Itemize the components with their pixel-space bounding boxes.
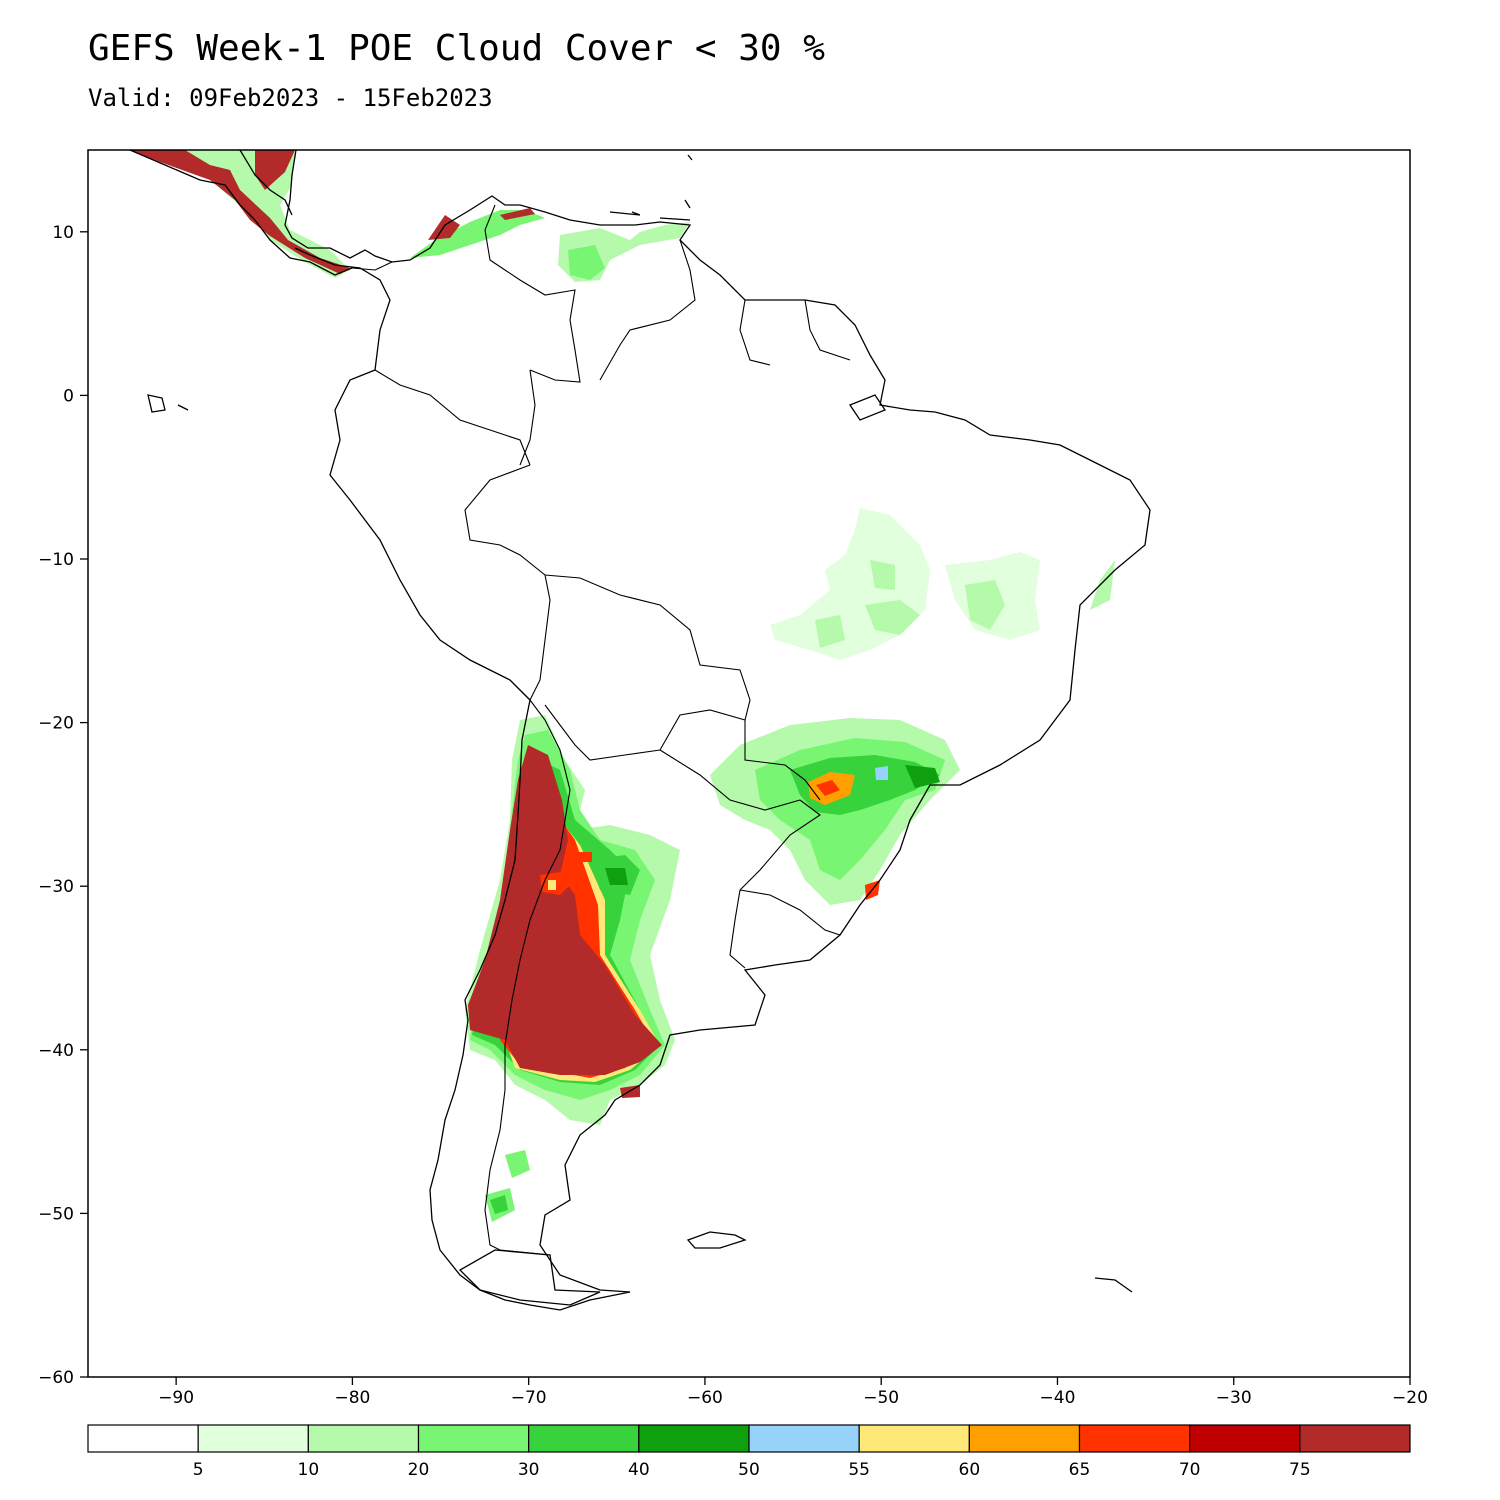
- y-tick-label: 0: [63, 386, 74, 406]
- border-bolivia-paraguay: [659, 709, 746, 751]
- border-suriname-guiana: [804, 299, 851, 361]
- shade-brazil-east-coast: [1090, 560, 1115, 610]
- shade-patagonia-3: [490, 1195, 508, 1214]
- colorbar-swatch: [87, 1424, 199, 1453]
- shade-patagonia-1: [505, 1150, 530, 1178]
- shade-south-brazil-darkest: [905, 765, 940, 788]
- coastline-caribbean-islands: [609, 154, 693, 221]
- shade-cordoba-spot: [578, 852, 592, 862]
- border-peru-chile: [509, 679, 531, 701]
- colorbar-swatch: [858, 1424, 970, 1453]
- shade-colombia-coast-light: [410, 210, 545, 258]
- border-venezuela-guyana: [599, 239, 696, 381]
- shade-cordoba-darker: [605, 868, 628, 885]
- colorbar-swatch: [417, 1424, 530, 1453]
- shade-venezuela-mid: [568, 245, 605, 280]
- border-paraguay-brazil: [744, 720, 821, 801]
- colorbar-label: 10: [298, 1460, 320, 1480]
- x-tick-label: −30: [1216, 1388, 1252, 1408]
- colorbar-label: 40: [628, 1460, 650, 1480]
- y-tick-label: −50: [38, 1204, 74, 1224]
- colorbar-label: 50: [738, 1460, 760, 1480]
- colorbar-swatch: [1189, 1424, 1301, 1453]
- colorbar-label: 30: [518, 1460, 540, 1480]
- y-tick-label: −20: [38, 714, 74, 734]
- border-uruguay-brazil: [739, 889, 841, 936]
- x-tick-label: −50: [863, 1388, 899, 1408]
- colorbar-swatch: [1078, 1424, 1191, 1453]
- shade-brazil-central-4: [865, 600, 920, 635]
- colorbar: 5 10 20 30 40 50 55 60 65 70 75: [87, 1424, 1411, 1480]
- border-uruguay-argentina: [729, 889, 746, 969]
- x-tick-label: −40: [1040, 1388, 1076, 1408]
- border-argentina-paraguay: [659, 749, 801, 811]
- border-panama-colombia: [351, 261, 393, 271]
- colorbar-swatch: [197, 1424, 309, 1453]
- border-colombia-venezuela: [484, 204, 581, 383]
- map-subtitle: Valid: 09Feb2023 - 15Feb2023: [88, 84, 493, 112]
- y-tick-label: −10: [38, 550, 74, 570]
- country-borders: [351, 204, 851, 1256]
- shade-brazil-central-3: [870, 560, 895, 590]
- coastline-south-america: [284, 149, 1151, 1311]
- coastline-yucatan: [239, 149, 293, 216]
- colorbar-label: 55: [848, 1460, 870, 1480]
- x-tick-label: −90: [158, 1388, 194, 1408]
- x-axis: −90 −80 −70 −60 −50 −40 −30 −20: [158, 1377, 1428, 1408]
- y-tick-label: −60: [38, 1368, 74, 1388]
- colorbar-swatch: [307, 1424, 420, 1453]
- colorbar-label: 5: [193, 1460, 204, 1480]
- coastline-galapagos: [147, 394, 189, 413]
- border-peru-brazil: [464, 464, 551, 701]
- shade-brazil-central-1: [770, 508, 930, 660]
- y-tick-label: 10: [52, 223, 74, 243]
- colorbar-label: 75: [1289, 1460, 1311, 1480]
- probability-shading: [130, 150, 1115, 1222]
- shade-andes-core: [468, 745, 662, 1075]
- colorbar-swatch: [1299, 1424, 1411, 1453]
- x-tick-label: −80: [334, 1388, 370, 1408]
- shade-andes-notch2: [548, 880, 556, 890]
- border-chile-argentina: [484, 699, 571, 1256]
- shade-honduras-dark: [255, 150, 295, 190]
- shade-south-brazil-red: [816, 780, 840, 796]
- y-tick-label: −30: [38, 877, 74, 897]
- shade-venezuela-coast-dark: [500, 208, 535, 220]
- coastline-marajo: [849, 394, 886, 421]
- shade-south-brazil-spot: [875, 766, 888, 780]
- x-tick-label: −20: [1392, 1388, 1428, 1408]
- colorbar-label: 70: [1179, 1460, 1201, 1480]
- border-argentina-bolivia: [544, 704, 661, 761]
- border-colombia-ecuador: [374, 369, 531, 466]
- map-title: GEFS Week-1 POE Cloud Cover < 30 %: [88, 28, 825, 69]
- coastline-south-georgia: [1094, 1277, 1133, 1293]
- coastline-tierra-del-fuego: [458, 1249, 601, 1306]
- y-tick-label: −40: [38, 1041, 74, 1061]
- colorbar-label: 65: [1069, 1460, 1091, 1480]
- y-axis: 10 0 −10 −20 −30 −40 −50 −60: [38, 223, 88, 1388]
- plot-frame: [87, 149, 1411, 1378]
- coastline-falklands: [686, 1231, 747, 1249]
- border-argentina-brazil: [739, 799, 821, 891]
- colorbar-swatch: [968, 1424, 1081, 1453]
- x-tick-label: −60: [687, 1388, 723, 1408]
- shade-brazil-central-5: [965, 580, 1005, 630]
- colorbar-label: 20: [408, 1460, 430, 1480]
- shade-brazil-central-6: [815, 615, 845, 648]
- colorbar-label: 60: [959, 1460, 981, 1480]
- coastline-central-america: [129, 149, 353, 276]
- border-guyana-suriname: [739, 299, 771, 366]
- x-tick-label: −70: [511, 1388, 547, 1408]
- coastline-layer: [129, 149, 1151, 1311]
- border-bolivia-brazil: [544, 574, 751, 721]
- colorbar-swatch: [748, 1424, 860, 1453]
- colorbar-swatch: [638, 1424, 750, 1453]
- border-colombia-brazil: [519, 369, 536, 466]
- colorbar-swatch: [528, 1424, 640, 1453]
